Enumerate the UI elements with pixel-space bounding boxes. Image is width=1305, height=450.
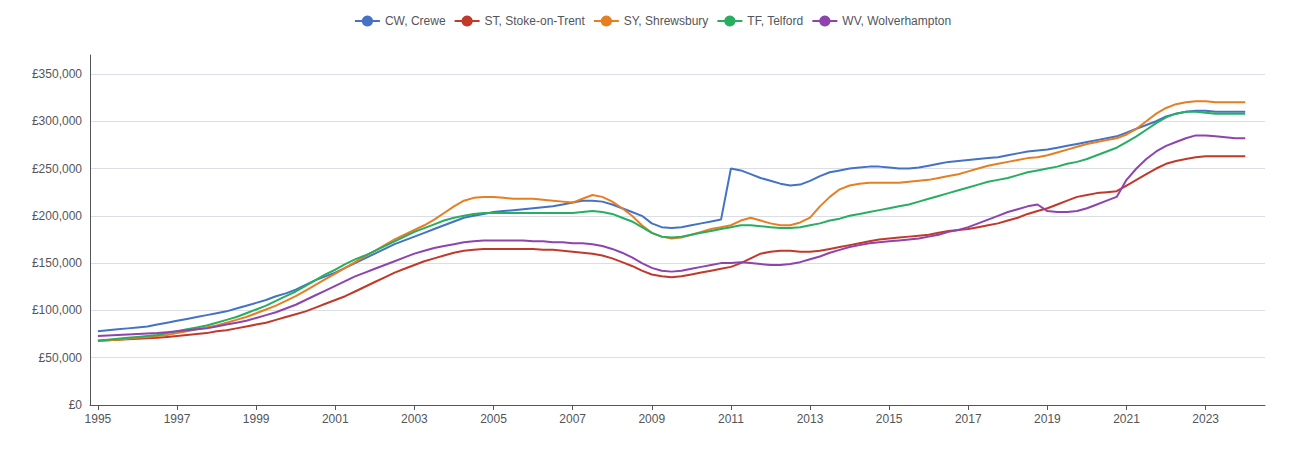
svg-text:2011: 2011 [718,412,744,426]
svg-text:£0: £0 [69,398,83,412]
svg-text:2007: 2007 [559,412,586,426]
svg-text:SY, Shrewsbury: SY, Shrewsbury [624,14,709,28]
svg-text:£200,000: £200,000 [32,209,82,223]
svg-text:2017: 2017 [955,412,982,426]
svg-text:1999: 1999 [243,412,270,426]
svg-text:2021: 2021 [1113,412,1140,426]
svg-text:2023: 2023 [1192,412,1219,426]
svg-text:2009: 2009 [638,412,665,426]
svg-text:£250,000: £250,000 [32,162,82,176]
svg-text:£300,000: £300,000 [32,114,82,128]
svg-text:2015: 2015 [876,412,903,426]
svg-text:2005: 2005 [480,412,507,426]
svg-text:£50,000: £50,000 [39,351,83,365]
svg-text:1997: 1997 [164,412,191,426]
svg-text:CW, Crewe: CW, Crewe [385,14,446,28]
svg-text:2019: 2019 [1034,412,1061,426]
svg-text:1995: 1995 [85,412,112,426]
svg-text:2001: 2001 [322,412,349,426]
svg-text:£150,000: £150,000 [32,256,82,270]
svg-text:£350,000: £350,000 [32,67,82,81]
svg-text:£100,000: £100,000 [32,303,82,317]
svg-text:2003: 2003 [401,412,428,426]
svg-text:ST, Stoke-on-Trent: ST, Stoke-on-Trent [485,14,586,28]
svg-text:TF, Telford: TF, Telford [747,14,803,28]
svg-text:2013: 2013 [797,412,824,426]
svg-text:WV, Wolverhampton: WV, Wolverhampton [842,14,951,28]
